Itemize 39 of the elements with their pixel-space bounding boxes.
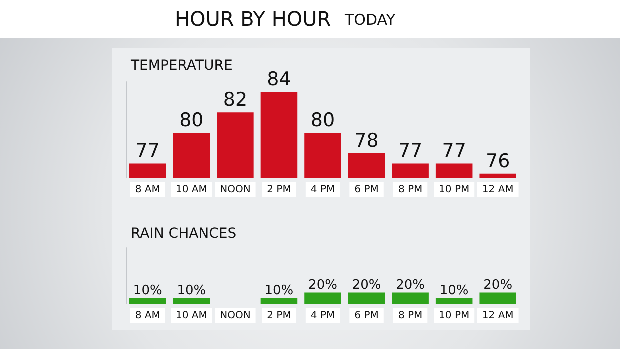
x-tick-label: NOON [220,184,251,196]
x-tick-label: 12 AM [482,184,514,196]
x-tick-label: 12 AM [482,310,514,322]
data-label: 77 [136,140,160,162]
data-label: 78 [354,130,379,152]
text: TODAY [345,11,396,29]
data-label: 77 [442,140,466,162]
x-tick-label: 8 AM [135,310,160,322]
data-label: 20% [308,278,338,293]
x-tick-label: 8 PM [398,310,423,322]
x-tick-label: 10 PM [439,310,470,322]
x-tick-label: NOON [220,310,251,322]
x-tick-label: 6 PM [354,184,379,196]
data-label: 10% [440,283,469,298]
data-label: 20% [352,278,382,293]
text: HOUR BY HOUR [175,7,332,31]
x-tick-label: 10 AM [176,310,208,322]
x-tick-label: 8 PM [398,184,423,196]
data-label: 10% [133,283,162,298]
data-label: 20% [484,278,513,293]
x-tick-label: 6 PM [354,310,379,322]
x-tick-label: 10 PM [439,184,470,196]
data-label: 10% [177,283,206,298]
chart-title: TEMPERATURE [130,58,233,74]
data-label: 80 [180,110,204,132]
data-label: 20% [396,278,426,293]
x-tick-label: 8 AM [135,184,160,196]
data-label: 77 [398,140,423,162]
x-tick-label: 2 PM [267,310,292,322]
data-label: 84 [267,68,292,91]
x-tick-label: 2 PM [267,184,292,196]
data-label: 10% [264,283,294,298]
x-tick-label: 4 PM [310,310,336,322]
data-label: 82 [223,89,248,112]
x-tick-label: 10 AM [176,184,208,196]
data-label: 76 [486,150,510,172]
x-tick-label: 4 PM [310,184,336,196]
chart-title: RAIN CHANCES [131,226,237,242]
data-label: 80 [310,110,336,132]
